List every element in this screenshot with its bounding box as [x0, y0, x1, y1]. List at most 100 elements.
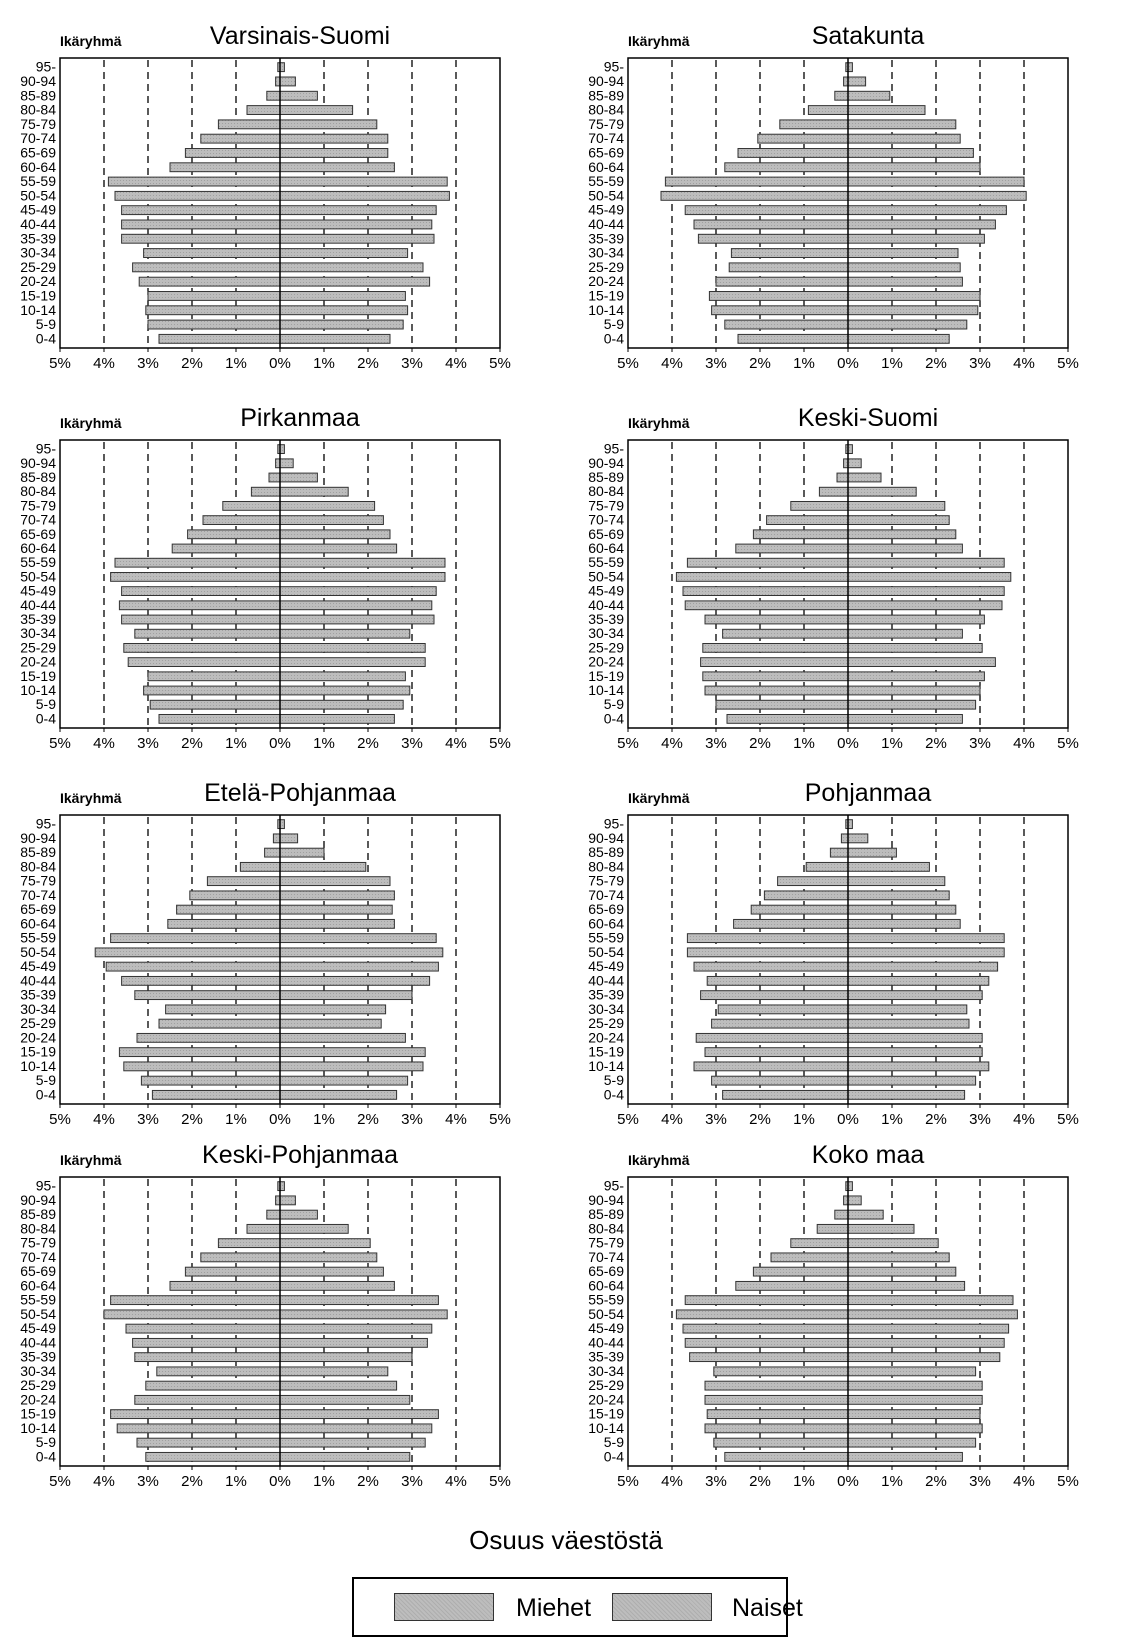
bar-women	[847, 1018, 970, 1029]
bar-men	[266, 90, 281, 101]
bar-women	[847, 1352, 1001, 1363]
age-category-label: 5-9	[604, 1072, 624, 1088]
age-category-label: 45-49	[20, 1320, 56, 1336]
age-category-label: 90-94	[588, 73, 624, 89]
age-category-label: 35-39	[588, 987, 624, 1003]
x-tick-label: 3%	[969, 355, 991, 372]
age-category-label: 15-19	[20, 1406, 56, 1422]
age-category-label: 90-94	[588, 1192, 624, 1208]
age-category-label: 65-69	[20, 145, 56, 161]
bar-men	[660, 190, 849, 201]
age-category-label: 5-9	[36, 316, 56, 332]
age-category-label: 30-34	[20, 245, 56, 261]
x-tick-label: 3%	[137, 355, 159, 372]
x-tick-label: 2%	[749, 1473, 771, 1490]
bar-men	[713, 1437, 849, 1448]
age-group-label: Ikäryhmä	[60, 1152, 122, 1168]
bar-women	[279, 628, 411, 639]
x-tick-label: 4%	[93, 1111, 115, 1128]
bar-men	[184, 1266, 281, 1277]
bar-women	[279, 1409, 439, 1420]
bar-men	[140, 1075, 281, 1086]
age-category-label: 20-24	[588, 654, 624, 670]
bar-women	[279, 1323, 433, 1334]
bar-men	[143, 248, 281, 258]
bar-women	[279, 614, 435, 625]
bar-women	[847, 628, 963, 639]
bar-men	[790, 500, 849, 511]
x-tick-label: 2%	[749, 355, 771, 372]
x-tick-label: 1%	[881, 1473, 903, 1490]
age-category-label: 90-94	[588, 455, 624, 471]
bar-women	[847, 904, 957, 915]
x-tick-label: 0%	[269, 1111, 291, 1128]
age-category-label: 70-74	[588, 130, 624, 146]
bar-men	[136, 1032, 281, 1043]
age-category-label: 0-4	[604, 330, 624, 346]
bar-women	[279, 205, 437, 216]
bar-men	[184, 148, 281, 158]
x-tick-label: 0%	[269, 1473, 291, 1490]
age-group-label: Ikäryhmä	[60, 415, 122, 431]
bar-men	[145, 1451, 281, 1462]
bar-men	[711, 305, 849, 316]
bar-women	[279, 291, 406, 301]
bar-women	[847, 1380, 983, 1391]
age-category-label: 90-94	[20, 1192, 56, 1208]
age-category-label: 25-29	[588, 1377, 624, 1393]
age-category-label: 55-59	[588, 173, 624, 189]
x-tick-label: 5%	[49, 355, 71, 372]
x-tick-label: 4%	[445, 1473, 467, 1490]
age-category-label: 15-19	[588, 288, 624, 304]
panel-2: Satakunta Ikäryhmä95-90-9485-8980-8475-79…	[588, 22, 1079, 372]
age-category-label: 30-34	[588, 1001, 624, 1017]
age-category-label: 50-54	[20, 1306, 56, 1322]
bar-men	[777, 876, 849, 887]
bar-men	[684, 600, 849, 611]
x-tick-label: 4%	[93, 1473, 115, 1490]
x-tick-label: 4%	[661, 355, 683, 372]
age-category-label: 50-54	[588, 568, 624, 584]
chart-title: Koko maa	[812, 1141, 925, 1169]
x-tick-label: 0%	[837, 355, 859, 372]
bar-men	[735, 1280, 849, 1291]
age-category-label: 85-89	[20, 87, 56, 103]
bar-women	[847, 305, 979, 316]
x-tick-label: 1%	[225, 735, 247, 752]
age-category-label: 0-4	[36, 1448, 56, 1464]
bar-women	[847, 291, 981, 301]
age-category-label: 55-59	[20, 930, 56, 946]
x-tick-label: 3%	[401, 735, 423, 752]
bar-women	[279, 305, 409, 316]
bar-men	[686, 933, 849, 944]
age-category-label: 15-19	[20, 288, 56, 304]
bar-men	[693, 1061, 849, 1072]
bar-men	[682, 1323, 849, 1334]
chart-title: Pirkanmaa	[240, 404, 360, 432]
x-tick-label: 5%	[617, 1473, 639, 1490]
age-category-label: 75-79	[588, 1235, 624, 1251]
age-category-label: 40-44	[20, 972, 56, 988]
x-tick-label: 3%	[137, 735, 159, 752]
bar-women	[847, 1075, 977, 1086]
x-tick-label: 1%	[793, 1111, 815, 1128]
x-tick-label: 1%	[793, 355, 815, 372]
age-category-label: 75-79	[588, 873, 624, 889]
bar-men	[110, 571, 281, 582]
bar-men	[147, 291, 281, 301]
x-tick-label: 5%	[617, 1111, 639, 1128]
age-category-label: 60-64	[588, 1277, 624, 1293]
age-category-label: 0-4	[604, 1086, 624, 1102]
age-category-label: 10-14	[588, 682, 624, 698]
age-category-label: 50-54	[20, 944, 56, 960]
x-tick-label: 1%	[313, 1473, 335, 1490]
bar-women	[279, 133, 389, 144]
x-tick-label: 1%	[793, 735, 815, 752]
age-category-label: 80-84	[20, 858, 56, 874]
panel-3: Pirkanmaa Ikäryhmä95-90-9485-8980-8475-79…	[20, 404, 511, 752]
bar-men	[704, 614, 849, 625]
bar-men	[695, 1032, 849, 1043]
bar-women	[279, 1266, 384, 1277]
bar-women	[847, 671, 985, 682]
bar-women	[279, 1195, 296, 1206]
